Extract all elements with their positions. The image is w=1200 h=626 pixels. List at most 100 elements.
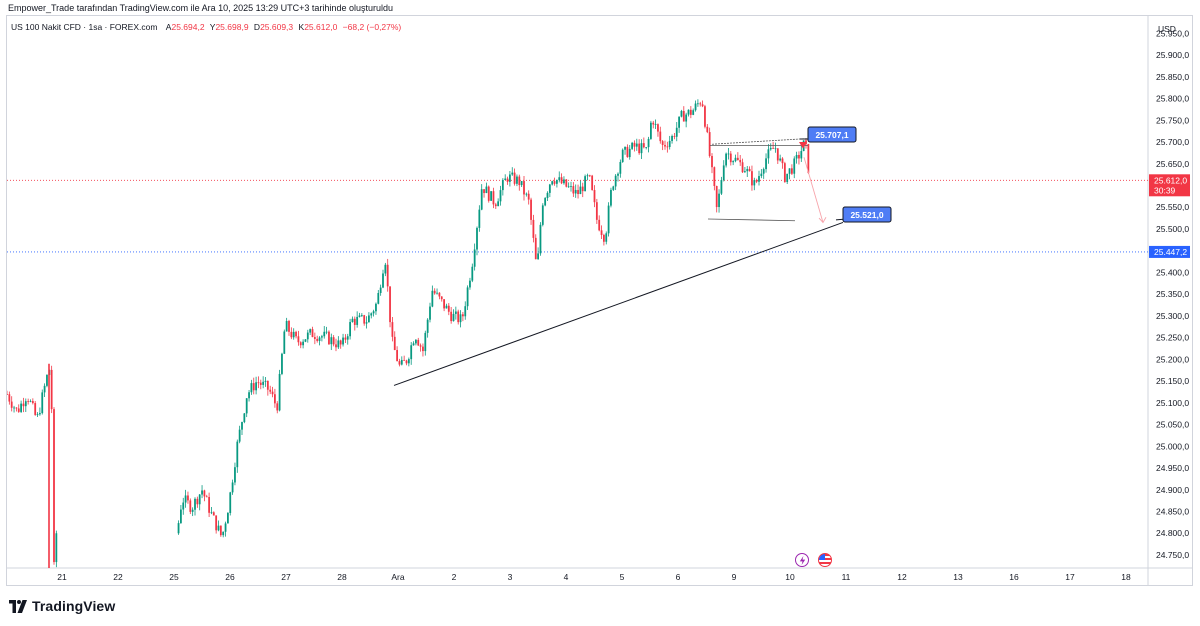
candle-body (469, 280, 471, 288)
candle-body (262, 381, 265, 385)
trendline (393, 221, 844, 386)
candle-body (706, 126, 709, 133)
candle-body (182, 502, 185, 510)
candle-body (722, 165, 725, 181)
candle-body (734, 157, 737, 162)
tradingview-logo-icon (9, 600, 27, 613)
candle-body (297, 336, 300, 343)
candle-body (466, 287, 469, 307)
y-tick-label: 25.000,0 (1156, 441, 1189, 451)
x-tick-label: 28 (337, 572, 347, 582)
candle-body (527, 193, 530, 200)
candle-body (403, 359, 406, 361)
candle-body (180, 509, 182, 524)
candle-body (736, 157, 739, 161)
x-tick-label: Ara (391, 572, 405, 582)
candle-body (462, 314, 464, 317)
candle-body (682, 110, 685, 122)
x-tick-label: 25 (169, 572, 179, 582)
candle-body (793, 158, 796, 174)
candle-body (645, 147, 648, 148)
candle-body (539, 224, 542, 254)
chart-frame[interactable] (6, 15, 1193, 586)
candle-body (217, 525, 220, 531)
candle-body (628, 148, 631, 158)
candle-body (556, 179, 558, 184)
candle-body (236, 441, 239, 468)
y-tick-label: 25.150,0 (1156, 376, 1189, 386)
candle-body (443, 299, 445, 309)
candle-body (426, 319, 429, 333)
candle-body (356, 316, 359, 325)
candle-body (431, 290, 434, 307)
candle-body (720, 180, 723, 194)
y-tick-label: 25.250,0 (1156, 333, 1189, 343)
candle-body (8, 394, 11, 402)
published-caption: Empower_Trade tarafından TradingView.com… (8, 3, 393, 13)
candle-body (704, 106, 706, 127)
candle-body (229, 492, 232, 514)
candle-body (450, 311, 453, 322)
candle-body (551, 181, 554, 185)
candle-body (577, 189, 579, 195)
candle-body (266, 380, 269, 390)
close-label: K (298, 22, 305, 32)
candle-body (10, 401, 13, 408)
candle-body (43, 385, 46, 393)
candle-body (55, 533, 58, 563)
candle-body (572, 186, 575, 194)
candle-body (678, 116, 680, 128)
candle-body (422, 346, 424, 352)
earnings-icon[interactable] (795, 553, 809, 567)
candle-body (605, 233, 608, 242)
candle-body (412, 343, 415, 346)
candle-body (328, 331, 330, 345)
candle-body (520, 181, 523, 186)
candle-body (459, 314, 462, 323)
candle-body (544, 198, 547, 206)
y-tick-label: 25.900,0 (1156, 50, 1189, 60)
y-tick-label: 24.750,0 (1156, 550, 1189, 560)
candle-body (433, 290, 436, 294)
candle-body (205, 496, 208, 498)
change-value: −68,2 (−0,27%) (342, 22, 402, 32)
y-tick-label: 25.300,0 (1156, 311, 1189, 321)
candle-body (666, 146, 669, 148)
symbol-name[interactable]: US 100 Nakit CFD · 1sa · FOREX.com (11, 22, 158, 32)
candle-body (767, 149, 770, 159)
candle-body (302, 341, 304, 346)
candle-body (41, 392, 44, 414)
open-label: A (165, 22, 172, 32)
x-tick-label: 21 (57, 572, 67, 582)
candle-body (701, 104, 704, 107)
candle-body (537, 253, 539, 260)
candle-body (697, 103, 699, 105)
candle-body (440, 296, 443, 300)
candle-body (454, 311, 457, 314)
candle-body (591, 175, 594, 191)
callout-target-label: 25.521,0 (850, 210, 883, 220)
callout-target (842, 206, 892, 223)
x-tick-label: 16 (1009, 572, 1019, 582)
candle-body (252, 383, 255, 391)
y-tick-label: 24.800,0 (1156, 528, 1189, 538)
candle-body (692, 110, 695, 115)
footer-logo[interactable]: TradingView (8, 598, 115, 614)
candle-body (29, 401, 32, 402)
candle-body (478, 209, 481, 228)
sell-marker-icon (799, 142, 807, 149)
y-tick-label: 25.200,0 (1156, 354, 1189, 364)
y-tick-label: 25.550,0 (1156, 202, 1189, 212)
candle-body (619, 161, 622, 174)
candle-body (224, 523, 227, 532)
countdown-label: 30:39 (1154, 185, 1176, 195)
candle-body (612, 186, 615, 190)
high-value: 25.698,9 (215, 22, 249, 32)
y-tick-label: 24.850,0 (1156, 506, 1189, 516)
candle-body (685, 114, 688, 122)
us-flag-icon[interactable] (818, 553, 832, 567)
candle-body (689, 109, 692, 115)
candle-body (269, 389, 272, 392)
candle-body (264, 380, 267, 382)
